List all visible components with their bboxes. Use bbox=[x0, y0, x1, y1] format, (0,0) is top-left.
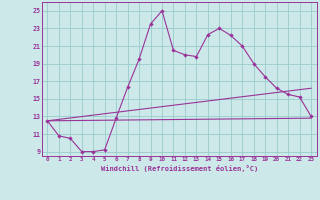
X-axis label: Windchill (Refroidissement éolien,°C): Windchill (Refroidissement éolien,°C) bbox=[100, 165, 258, 172]
